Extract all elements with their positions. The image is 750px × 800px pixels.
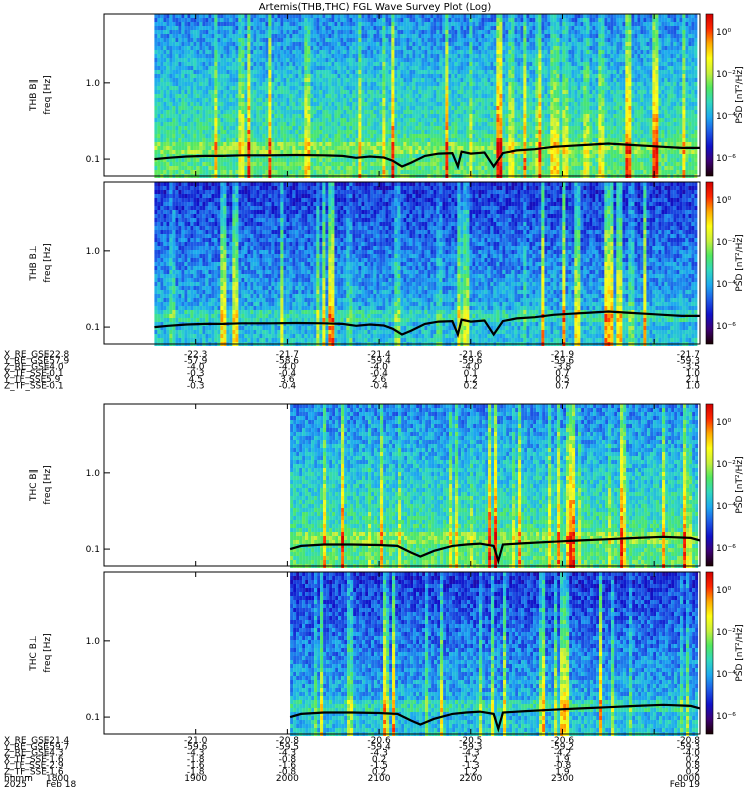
ephemeris-value: Feb 19 [670, 780, 701, 790]
colorbar-tick-label: 10⁻⁶ [716, 544, 736, 554]
panel-thb_b_perp: 1.0 0.1 THB B⊥ freq [Hz] 10⁰ 10⁻² 10⁻⁴ 10⁻⁶ PSD … [29, 182, 745, 346]
colorbar-label: PSD [nT²/Hz] [735, 456, 745, 513]
colorbar-label: PSD [nT²/Hz] [735, 624, 745, 681]
colorbar [706, 182, 713, 344]
ephemeris-value: 2000 [276, 774, 299, 784]
y-tick-label: 1.0 [86, 469, 101, 479]
colorbar-tick-label: 10⁻⁴ [716, 280, 736, 290]
ephemeris-value: -0.1 [46, 382, 64, 392]
colorbar-tick-label: 10⁻² [716, 460, 736, 470]
colorbar-tick-label: 10⁻⁶ [716, 322, 736, 332]
ephemeris-value: -0.4 [370, 382, 388, 392]
colorbar-tick-label: 10⁰ [716, 28, 731, 38]
colorbar-tick-label: 10⁻² [716, 238, 736, 248]
y-tick-label: 0.1 [86, 155, 100, 165]
colorbar-label: PSD [nT²/Hz] [735, 66, 745, 123]
y-tick-label: 1.0 [86, 637, 101, 647]
y-axis-probe-label: THB B∥ [29, 79, 39, 112]
y-axis-probe-label: THC B∥ [29, 469, 39, 502]
y-tick-label: 1.0 [86, 247, 101, 257]
panel-thc_b_par: 1.0 0.1 THC B∥ freq [Hz] 10⁰ 10⁻² 10⁻⁴ 10⁻⁶ PSD … [29, 404, 745, 568]
colorbar-tick-label: 10⁻⁴ [716, 670, 736, 680]
ephemeris-value: -0.3 [187, 382, 205, 392]
colorbar-tick-label: 10⁰ [716, 586, 731, 596]
ephemeris-value: Feb 18 [46, 780, 77, 790]
panel-thc_b_perp: 1.0 0.1 THC B⊥ freq [Hz] 10⁰ 10⁻² 10⁻⁴ 10⁻⁶ PSD … [29, 572, 745, 736]
ephemeris-value: 0.2 [464, 382, 478, 392]
colorbar-tick-label: 10⁻⁴ [716, 112, 736, 122]
ephemeris-value: 2100 [368, 774, 391, 784]
colorbar-tick-label: 10⁰ [716, 418, 731, 428]
colorbar-tick-label: 10⁰ [716, 196, 731, 206]
colorbar [706, 14, 713, 176]
ephemeris-value: 2300 [551, 774, 574, 784]
y-tick-label: 0.1 [86, 323, 100, 333]
colorbar-tick-label: 10⁻² [716, 70, 736, 80]
colorbar [706, 404, 713, 566]
y-axis-unit-label: freq [Hz] [43, 75, 53, 114]
y-axis-unit-label: freq [Hz] [43, 465, 53, 504]
y-axis-unit-label: freq [Hz] [43, 633, 53, 672]
y-tick-label: 0.1 [86, 545, 100, 555]
ephemeris-row-label: 2025 [4, 780, 27, 790]
y-tick-label: 1.0 [86, 79, 101, 89]
thb-ephemeris: X_RE_GSEY_RE_GSEZ_RE_GSEX_TF_SSEY_TF_SSE… [3, 350, 700, 392]
ephemeris-row-label: Z_TF_SSE [4, 382, 47, 392]
panel-thb_b_par: 1.0 0.1 THB B∥ freq [Hz] 10⁰ 10⁻² 10⁻⁴ 10⁻⁶ PSD … [29, 14, 745, 178]
ephemeris-value: 1900 [184, 774, 207, 784]
y-tick-label: 0.1 [86, 713, 100, 723]
colorbar-tick-label: 10⁻⁶ [716, 154, 736, 164]
colorbar-tick-label: 10⁻⁶ [716, 712, 736, 722]
y-axis-probe-label: THC B⊥ [29, 635, 39, 672]
colorbar [706, 572, 713, 734]
colorbar-tick-label: 10⁻⁴ [716, 502, 736, 512]
y-axis-unit-label: freq [Hz] [43, 243, 53, 282]
ephemeris-value: 2200 [459, 774, 482, 784]
y-axis-probe-label: THB B⊥ [29, 245, 39, 281]
figure-title: Artemis(THB,THC) FGL Wave Survey Plot (L… [259, 2, 492, 13]
ephemeris-value: -0.4 [279, 382, 297, 392]
colorbar-label: PSD [nT²/Hz] [735, 234, 745, 291]
ephemeris-value: 0.7 [555, 382, 569, 392]
colorbar-tick-label: 10⁻² [716, 628, 736, 638]
thc-ephemeris: X_RE_GSEY_RE_GSEZ_RE_GSEX_TF_SSEY_TF_SSE… [3, 736, 700, 790]
ephemeris-value: 1.0 [686, 382, 701, 392]
